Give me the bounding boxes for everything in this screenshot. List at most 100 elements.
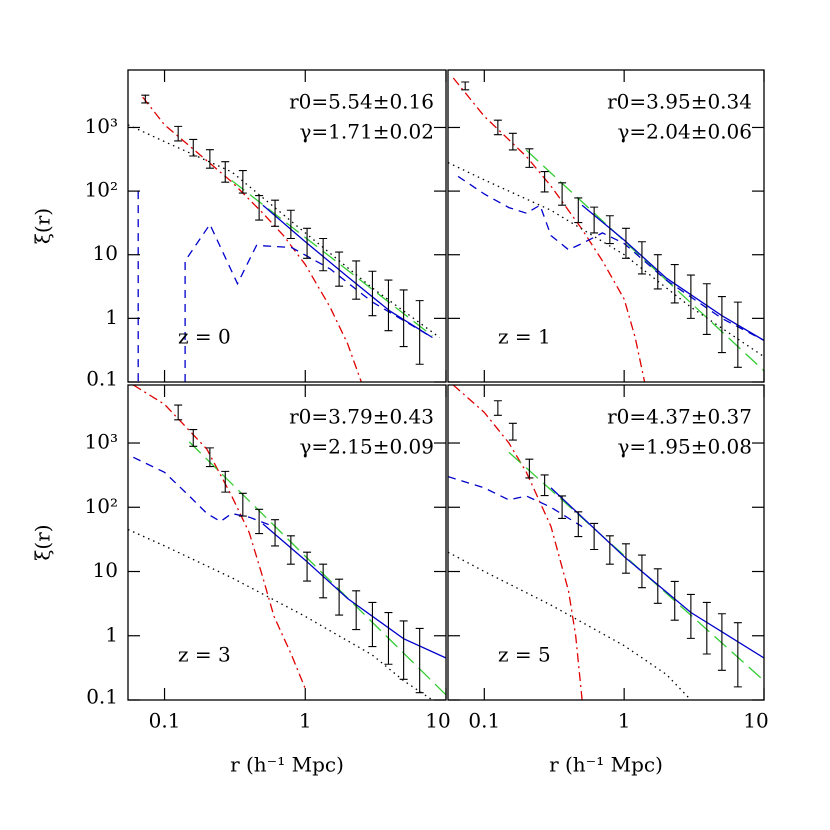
- error-bar: [637, 554, 646, 589]
- panel-frame: [127, 384, 447, 701]
- annotation: r0=5.54±0.16: [289, 90, 434, 114]
- error-bar: [540, 474, 549, 497]
- plot-area: [448, 77, 764, 382]
- error-bar: [558, 495, 567, 519]
- plot-area: [128, 385, 446, 700]
- y-tick-label: 10: [93, 241, 118, 265]
- x-tick-label: 1: [618, 709, 631, 733]
- y-tick-label: 10²: [85, 494, 118, 518]
- annotation: z = 1: [498, 325, 551, 349]
- error-bar: [717, 296, 726, 354]
- y-tick-label: 1: [105, 622, 118, 646]
- error-bar: [335, 251, 344, 287]
- error-bar: [508, 132, 517, 151]
- error-bar: [590, 522, 599, 551]
- error-bar: [686, 274, 695, 319]
- x-tick-label: 1: [299, 709, 312, 733]
- y-tick-label: 10: [93, 558, 118, 582]
- error-bar: [352, 590, 361, 631]
- annotation: γ=2.15±0.09: [299, 435, 434, 459]
- annotation: γ=2.04±0.06: [617, 120, 752, 144]
- error-bar: [461, 81, 470, 91]
- error-bar: [303, 227, 312, 259]
- model-curve: [525, 149, 764, 372]
- error-bar: [384, 611, 393, 665]
- panel: 0.1 1 10 10² 10³ r0=5.54±0.16 γ=1.71±0.02 z = 0…: [31, 69, 447, 391]
- error-bar: [733, 301, 742, 368]
- y-tick-label: 0.1: [86, 685, 118, 709]
- error-bar: [238, 492, 247, 517]
- model-curve: [133, 456, 275, 528]
- panel-frame: [447, 384, 765, 701]
- error-bar: [574, 197, 583, 224]
- y-tick-label: 1: [105, 305, 118, 329]
- error-bar: [637, 241, 646, 275]
- error-bar: [670, 264, 679, 304]
- error-bar: [271, 519, 280, 547]
- model-curve: [128, 124, 440, 339]
- plot-area: [448, 385, 764, 700]
- annotation: r0=4.37±0.37: [607, 405, 752, 429]
- error-bar: [605, 535, 614, 565]
- error-bar: [653, 568, 662, 604]
- y-tick-label: 10³: [85, 114, 118, 138]
- error-bar: [415, 300, 424, 365]
- error-bar: [286, 209, 295, 240]
- error-bar: [238, 170, 247, 194]
- x-tick-label: 0.1: [149, 709, 181, 733]
- x-axis-label: r (h⁻¹ Mpc): [230, 753, 344, 777]
- plot-area: [128, 94, 440, 382]
- error-bar: [271, 199, 280, 227]
- panel-frame: [127, 69, 447, 383]
- error-bar: [605, 215, 614, 245]
- error-bar: [717, 613, 726, 671]
- error-bar: [319, 563, 328, 599]
- x-axis-label: r (h⁻¹ Mpc): [549, 753, 663, 777]
- panel: 0.1 1 10 r0=4.37±0.37 γ=1.95±0.08 z = 5 r (h⁻¹…: [447, 384, 769, 777]
- error-bar: [174, 125, 183, 142]
- y-tick-label: 0.1: [86, 367, 118, 391]
- error-bar: [174, 404, 183, 421]
- y-axis-label: ξ(r): [31, 524, 55, 560]
- model-curve: [137, 191, 433, 382]
- model-curve: [457, 175, 764, 341]
- x-tick-label: 10: [425, 709, 450, 733]
- error-bar: [493, 119, 502, 136]
- error-bar: [384, 279, 393, 332]
- annotation: r0=3.95±0.34: [607, 90, 752, 114]
- error-bar: [255, 508, 264, 535]
- error-bar: [335, 578, 344, 616]
- error-bar: [653, 254, 662, 290]
- error-bar: [574, 511, 583, 538]
- error-bar: [221, 470, 230, 493]
- model-curve: [231, 179, 433, 337]
- error-bar: [205, 149, 214, 169]
- annotation: z = 5: [498, 643, 551, 667]
- error-bar: [255, 195, 264, 221]
- annotation: z = 3: [178, 643, 231, 667]
- model-curve: [452, 77, 646, 382]
- error-bar: [189, 429, 198, 447]
- error-bar: [525, 148, 534, 168]
- error-bar: [733, 622, 742, 688]
- error-bar: [399, 289, 408, 348]
- error-bar: [525, 458, 534, 479]
- annotation: γ=1.71±0.02: [299, 120, 434, 144]
- y-tick-label: 10²: [85, 178, 118, 202]
- error-bar: [286, 535, 295, 565]
- error-bar: [221, 161, 230, 183]
- model-curve: [142, 96, 362, 382]
- error-bar: [415, 627, 424, 694]
- error-bar: [352, 260, 361, 300]
- error-bar: [540, 170, 549, 193]
- error-bar: [702, 283, 711, 335]
- error-bar: [702, 601, 711, 655]
- panel: r0=3.95±0.34 γ=2.04±0.06 z = 1: [447, 69, 765, 383]
- error-bar: [558, 182, 567, 206]
- error-bar: [493, 400, 502, 416]
- error-bar: [189, 138, 198, 157]
- error-bar: [141, 94, 150, 104]
- panel-frame: [447, 69, 765, 383]
- model-curve: [448, 162, 764, 358]
